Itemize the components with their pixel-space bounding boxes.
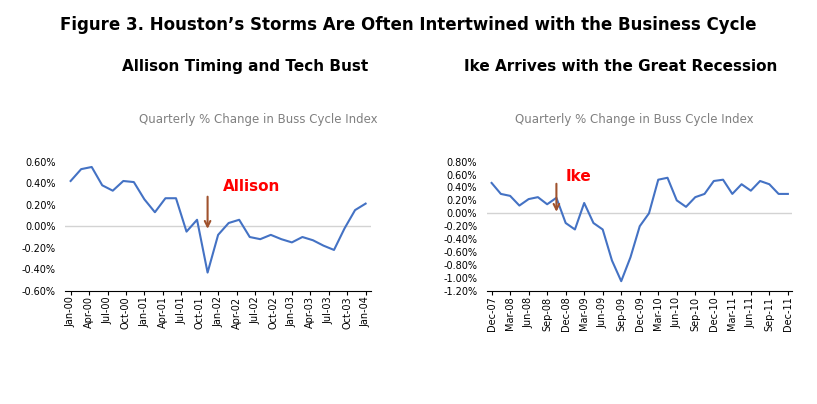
- Text: Quarterly % Change in Buss Cycle Index: Quarterly % Change in Buss Cycle Index: [515, 113, 753, 126]
- Text: Ike Arrives with the Great Recession: Ike Arrives with the Great Recession: [464, 59, 778, 74]
- Text: Ike: Ike: [565, 169, 592, 184]
- Text: Allison: Allison: [223, 179, 281, 194]
- Text: Figure 3. Houston’s Storms Are Often Intertwined with the Business Cycle: Figure 3. Houston’s Storms Are Often Int…: [60, 16, 757, 34]
- Text: Quarterly % Change in Buss Cycle Index: Quarterly % Change in Buss Cycle Index: [139, 113, 377, 126]
- Text: Allison Timing and Tech Bust: Allison Timing and Tech Bust: [122, 59, 368, 74]
